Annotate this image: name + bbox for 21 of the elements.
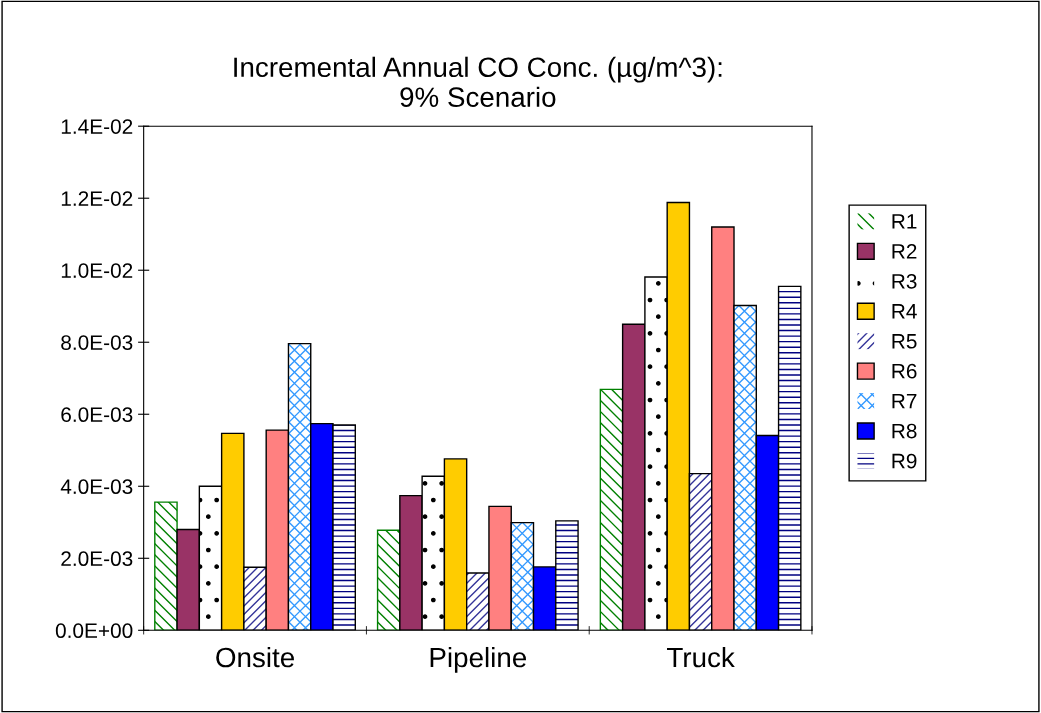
legend-label: R7: [892, 393, 917, 409]
y-tick-label: 4.0E-03: [60, 479, 133, 495]
legend-label: R6: [892, 363, 917, 379]
y-tick-label: 8.0E-03: [61, 335, 133, 350]
legend-label: R3: [892, 273, 917, 289]
y-tick-label: 1.0E-02: [61, 263, 133, 278]
chart-title: Incremental Annual CO Conc. (µg/m^3): 9% Scenario: [234, 56, 722, 108]
legend-label: R2: [892, 244, 917, 259]
x-tick-label: Pipeline: [430, 646, 526, 673]
x-tick-label: Onsite: [216, 646, 294, 668]
y-tick-label: 0.0E+00: [55, 623, 133, 639]
legend-label: R5: [892, 334, 917, 349]
y-tick-label: 2.0E-03: [61, 551, 133, 567]
y-tick-label: 1.2E-02: [61, 191, 133, 206]
x-tick-label: Truck: [667, 646, 735, 668]
legend-label: R8: [892, 423, 917, 439]
legend-label: R4: [892, 304, 917, 319]
legend-label: R1: [892, 214, 917, 229]
legend-label: R9: [892, 453, 917, 469]
y-tick-label: 1.4E-02: [61, 119, 133, 134]
y-tick-label: 6.0E-03: [61, 407, 133, 423]
